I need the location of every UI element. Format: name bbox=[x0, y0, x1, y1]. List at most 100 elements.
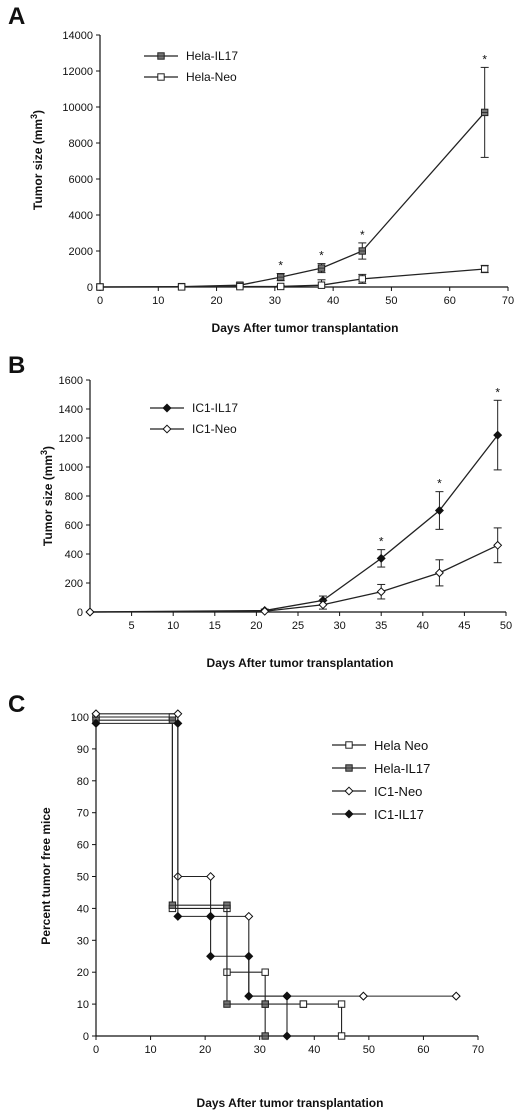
x-tick-label: 60 bbox=[444, 295, 456, 307]
x-tick-label: 30 bbox=[254, 1044, 266, 1056]
data-point-ic1-il17 bbox=[244, 991, 254, 1001]
data-point-ic1-neo bbox=[318, 600, 328, 610]
data-point-ic1-il17 bbox=[282, 1031, 292, 1041]
x-tick-label: 0 bbox=[97, 295, 103, 307]
legend-item-hela-il17: Hela-IL17 bbox=[332, 761, 430, 776]
y-tick-label: 100 bbox=[71, 712, 89, 724]
x-tick-label: 50 bbox=[500, 620, 512, 632]
data-point-ic1-neo bbox=[434, 568, 444, 578]
data-point-ic1-neo bbox=[358, 991, 368, 1001]
y-tick-label: 70 bbox=[77, 808, 89, 820]
legend-label: IC1-IL17 bbox=[192, 401, 238, 415]
x-tick-label: 20 bbox=[199, 1044, 211, 1056]
x-tick-label: 70 bbox=[502, 295, 514, 307]
y-axis-title: Percent tumor free mice bbox=[39, 807, 53, 945]
legend: Hela-IL17 Hela-Neo bbox=[144, 49, 238, 84]
y-tick-label: 12000 bbox=[62, 66, 93, 78]
y-tick-label: 6000 bbox=[69, 174, 93, 186]
legend-marker bbox=[162, 403, 172, 413]
y-tick-label: 4000 bbox=[69, 210, 93, 222]
significance-star: * bbox=[319, 249, 324, 263]
data-point-ic1-il17 bbox=[282, 991, 292, 1001]
significance-star: * bbox=[278, 259, 283, 273]
significance-star: * bbox=[437, 477, 442, 491]
x-tick-label: 15 bbox=[209, 620, 221, 632]
x-tick-label: 40 bbox=[327, 295, 339, 307]
series-line-ic1-neo bbox=[96, 713, 457, 997]
data-point-hela-neo bbox=[337, 1032, 346, 1040]
x-tick-label: 45 bbox=[458, 620, 470, 632]
y-tick-label: 60 bbox=[77, 840, 89, 852]
legend: Hela Neo Hela-IL17 IC1-Neo IC1-IL17 bbox=[332, 738, 430, 822]
data-point-ic1-neo bbox=[376, 587, 386, 597]
data-point-hela-neo bbox=[299, 1000, 308, 1008]
y-tick-label: 10000 bbox=[62, 102, 93, 114]
x-tick-label: 40 bbox=[308, 1044, 320, 1056]
data-point-hela-neo bbox=[337, 1000, 346, 1008]
panel-label-a: A bbox=[8, 3, 25, 30]
x-tick-label: 30 bbox=[269, 295, 281, 307]
y-tick-label: 14000 bbox=[62, 30, 93, 42]
x-tick-label: 25 bbox=[292, 620, 304, 632]
x-tick-label: 60 bbox=[417, 1044, 429, 1056]
significance-star: * bbox=[379, 535, 384, 549]
data-point-hela-neo bbox=[96, 283, 104, 291]
series-line-ic1-il17 bbox=[96, 722, 288, 1036]
y-axis-title: Tumor size (mm3) bbox=[39, 446, 55, 546]
y-tick-label: 40 bbox=[77, 903, 89, 915]
series-line-hela-neo bbox=[99, 268, 485, 288]
data-point-ic1-il17 bbox=[244, 951, 254, 961]
y-tick-label: 10 bbox=[77, 999, 89, 1011]
y-tick-label: 90 bbox=[77, 744, 89, 756]
chart-panel-c: 0 10 20 30 40 50 60 70 0 10 20 30 40 50 60 70 80 90 100 Day… bbox=[39, 709, 484, 1110]
legend-label: Hela Neo bbox=[374, 738, 428, 753]
series-line-ic1-neo bbox=[89, 544, 498, 613]
data-point-ic1-il17 bbox=[173, 911, 183, 921]
legend-item-ic1-neo: IC1-Neo bbox=[332, 784, 422, 799]
y-tick-label: 400 bbox=[65, 549, 83, 561]
y-tick-label: 1400 bbox=[59, 404, 83, 416]
x-tick-label: 20 bbox=[250, 620, 262, 632]
data-point-hela-neo bbox=[358, 275, 366, 283]
x-tick-label: 10 bbox=[144, 1044, 156, 1056]
y-tick-label: 200 bbox=[65, 578, 83, 590]
x-tick-label: 70 bbox=[472, 1044, 484, 1056]
y-axis-title: Tumor size (mm3) bbox=[29, 110, 45, 210]
data-point-ic1-il17 bbox=[434, 505, 444, 516]
chart-panel-b: 5 10 15 20 25 30 35 40 45 50 0 200 400 600 800 1000 1200… bbox=[39, 375, 512, 670]
data-point-hela-neo bbox=[480, 265, 489, 273]
series-line-hela-neo bbox=[96, 716, 343, 1036]
legend-label: IC1-Neo bbox=[374, 784, 422, 799]
x-tick-label: 40 bbox=[417, 620, 429, 632]
y-tick-label: 8000 bbox=[69, 138, 93, 150]
data-point-ic1-neo bbox=[206, 871, 216, 882]
data-point-ic1-neo bbox=[260, 606, 270, 616]
data-point-ic1-neo bbox=[85, 607, 95, 617]
legend-label: Hela-Neo bbox=[186, 70, 237, 84]
data-point-ic1-il17 bbox=[376, 553, 386, 563]
significance-star: * bbox=[482, 52, 487, 66]
significance-star: * bbox=[495, 385, 500, 399]
x-axis-title: Days After tumor transplantation bbox=[207, 656, 394, 670]
y-tick-label: 0 bbox=[83, 1031, 89, 1043]
chart-panel-a: 0 10 20 30 40 50 60 70 0 2000 4000 6000 8000 10000 120… bbox=[29, 30, 514, 335]
legend-marker bbox=[162, 424, 172, 434]
y-tick-label: 1000 bbox=[59, 462, 83, 474]
y-tick-label: 1200 bbox=[59, 433, 83, 445]
y-tick-label: 1600 bbox=[59, 375, 83, 387]
significance-star: * bbox=[360, 228, 365, 242]
y-tick-label: 0 bbox=[87, 282, 93, 294]
x-tick-label: 0 bbox=[93, 1044, 99, 1056]
x-tick-label: 50 bbox=[385, 295, 397, 307]
data-point-ic1-il17 bbox=[206, 911, 216, 921]
x-tick-label: 50 bbox=[363, 1044, 375, 1056]
series-ic1-il17 bbox=[91, 718, 292, 1041]
y-tick-label: 20 bbox=[77, 967, 89, 979]
panel-label-c: C bbox=[8, 691, 25, 718]
data-point-ic1-neo bbox=[91, 709, 101, 719]
legend-item-hela-neo: Hela-Neo bbox=[144, 70, 237, 84]
y-tick-label: 2000 bbox=[69, 246, 93, 258]
data-point-hela-neo bbox=[177, 283, 186, 291]
y-tick-label: 800 bbox=[65, 491, 83, 503]
